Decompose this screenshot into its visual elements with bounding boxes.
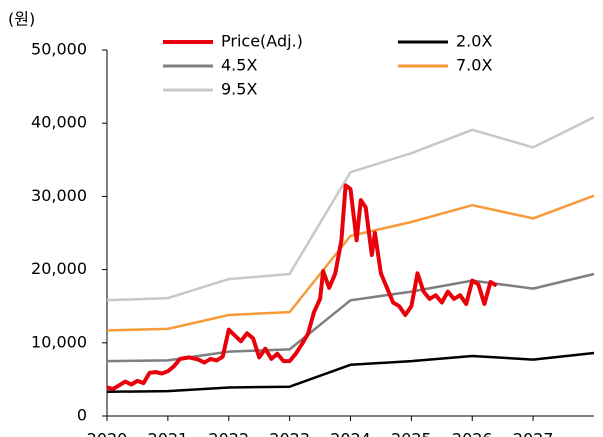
x-tick-label: 2021 xyxy=(148,430,189,437)
y-unit-label: (원) xyxy=(8,10,35,29)
series-line xyxy=(106,194,595,332)
x-tick-label: 2024 xyxy=(330,430,371,437)
series-line xyxy=(106,116,595,302)
legend-label: 7.0X xyxy=(456,56,492,75)
y-tick-label: 50,000 xyxy=(31,40,87,59)
y-tick-label: 20,000 xyxy=(31,259,87,278)
x-tick-label: 2022 xyxy=(208,430,249,437)
x-tick-label: 2027 xyxy=(513,430,554,437)
y-tick-label: 30,000 xyxy=(31,186,87,205)
series-line xyxy=(106,183,498,391)
y-tick-label: 10,000 xyxy=(31,332,87,351)
legend-label: 4.5X xyxy=(221,56,257,75)
series-line xyxy=(106,272,595,363)
legend-label: Price(Adj.) xyxy=(221,32,303,51)
y-tick-label: 0 xyxy=(77,406,87,425)
x-tick-label: 2025 xyxy=(391,430,432,437)
y-tick-label: 40,000 xyxy=(31,113,87,132)
x-tick-label: 2023 xyxy=(269,430,310,437)
x-tick-label: 2020 xyxy=(87,430,128,437)
legend-label: 2.0X xyxy=(456,32,492,51)
series-line xyxy=(106,351,595,394)
x-tick-label: 2026 xyxy=(452,430,493,437)
legend-label: 9.5X xyxy=(221,80,257,99)
